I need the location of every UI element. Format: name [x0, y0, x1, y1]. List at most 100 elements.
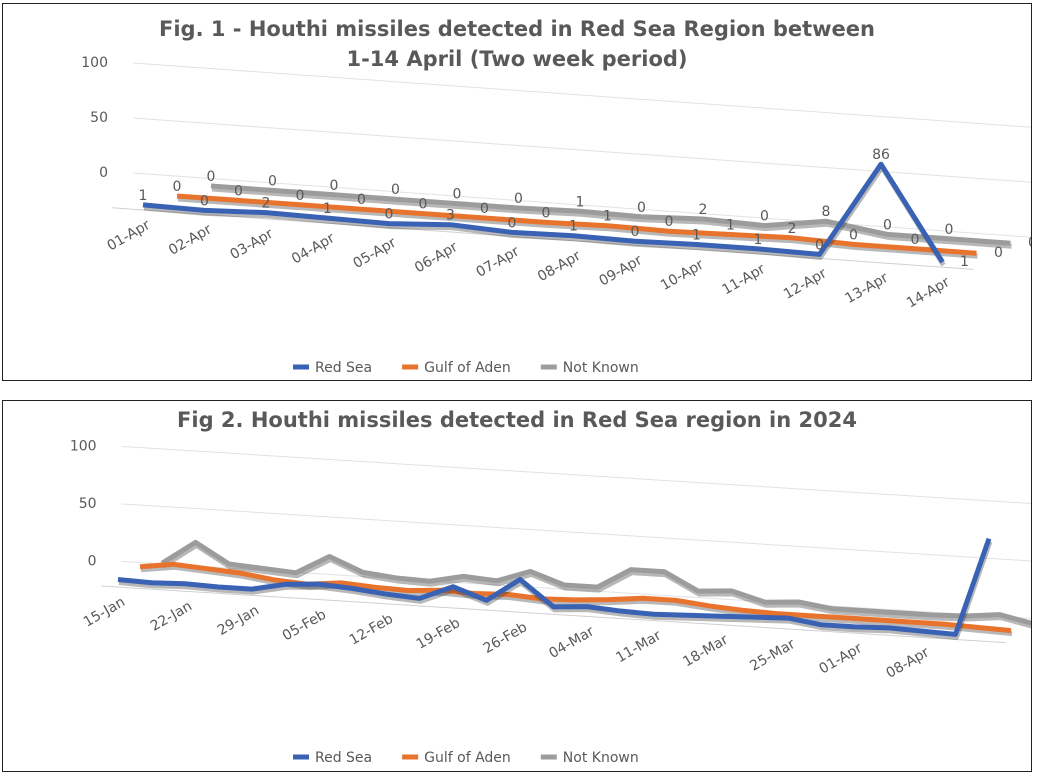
x-tick-label: 06-Apr	[412, 239, 461, 276]
data-label: 0	[419, 197, 428, 213]
grid-line	[121, 503, 1031, 562]
x-tick-label: 14-Apr	[904, 274, 953, 311]
grid-line	[121, 445, 1031, 504]
data-label: 2	[788, 221, 797, 237]
x-tick-label: 12-Apr	[781, 265, 830, 302]
data-label: 0	[234, 183, 243, 199]
data-label: 0	[542, 205, 551, 221]
data-label: 1	[139, 188, 148, 204]
data-label: 0	[330, 178, 339, 194]
x-tick-label: 05-Apr	[350, 235, 399, 272]
data-label: 1	[754, 232, 763, 248]
data-label: 0	[994, 245, 1003, 261]
line	[176, 193, 977, 256]
data-label: 86	[872, 147, 890, 163]
x-tick-label: 29-Jan	[215, 602, 262, 638]
line	[117, 537, 992, 637]
x-tick-label: 08-Apr	[535, 248, 584, 285]
data-label: 0	[514, 191, 523, 207]
data-label: 2	[262, 196, 271, 212]
y-tick-label: 50	[90, 110, 108, 126]
x-tick-label: 04-Apr	[289, 230, 338, 267]
x-tick-label: 08-Apr	[883, 644, 932, 681]
x-tick-label: 09-Apr	[596, 252, 645, 289]
data-label: 0	[357, 192, 366, 208]
data-label: 0	[385, 207, 394, 223]
y-tick-label: 0	[88, 553, 97, 569]
x-tick-label: 04-Mar	[546, 623, 597, 662]
x-tick-label: 05-Feb	[280, 607, 329, 645]
data-label: 0	[453, 187, 462, 203]
y-tick-label: 50	[79, 496, 97, 512]
data-label: 2	[699, 202, 708, 218]
data-label: 0	[200, 193, 209, 209]
legend-label: Not Known	[563, 360, 639, 376]
x-tick-label: 22-Jan	[148, 598, 195, 634]
data-label: 0	[207, 169, 216, 185]
legend-label: Not Known	[563, 750, 639, 766]
x-tick-label: 01-Apr	[104, 217, 153, 254]
x-tick-label: 26-Feb	[481, 619, 530, 657]
data-label: 0	[391, 182, 400, 198]
data-label: 0	[508, 215, 517, 231]
data-label: 0	[665, 214, 674, 230]
line-shadow	[177, 196, 978, 259]
data-label: 0	[296, 188, 305, 204]
data-label: 0	[911, 232, 920, 248]
data-label: 1	[323, 201, 332, 217]
x-tick-label: 19-Feb	[414, 615, 463, 653]
data-label: 1	[960, 254, 969, 270]
chart-panel: 0 50 100 15-Jan 22-Jan 29-Jan 05-Feb 12-Feb 19-F…	[2, 400, 1032, 772]
data-label: 0	[945, 222, 954, 238]
data-label: 0	[1028, 235, 1031, 251]
data-label: 8	[822, 204, 831, 220]
data-label: 0	[760, 209, 769, 225]
line	[160, 539, 1031, 626]
x-tick-label: 25-Mar	[747, 636, 798, 675]
data-label: 0	[883, 217, 892, 233]
x-tick-label: 12-Feb	[347, 611, 396, 649]
grid-line	[132, 117, 1031, 183]
y-tick-label: 100	[70, 438, 97, 454]
x-tick-label: 15-Jan	[81, 594, 128, 630]
line	[210, 183, 1011, 246]
data-label: 0	[631, 224, 640, 240]
data-label: 0	[268, 173, 277, 189]
x-tick-label: 03-Apr	[227, 226, 276, 263]
legend-label: Red Sea	[315, 750, 372, 766]
chart: 0 50 100 15-Jan 22-Jan 29-Jan 05-Feb 12-Feb 19-F…	[70, 438, 1031, 766]
chart-title: Fig. 1 - Houthi missiles detected in Red…	[159, 17, 875, 71]
legend-label: Gulf of Aden	[424, 360, 511, 376]
data-label: 1	[603, 209, 612, 225]
line-shadow	[143, 164, 946, 267]
x-axis	[112, 207, 974, 270]
line-shadow	[211, 186, 1012, 249]
line	[139, 561, 1012, 634]
legend-label: Gulf of Aden	[424, 750, 511, 766]
legend-label: Red Sea	[315, 360, 372, 376]
y-tick-label: 0	[99, 165, 108, 181]
x-tick-label: 01-Apr	[816, 640, 865, 677]
data-label: 1	[726, 218, 735, 234]
grid-line	[132, 172, 1031, 238]
chart-panel: 0 50 100 01-Apr 02-Apr 03-Apr 04-Apr 05-Apr 06-A…	[2, 3, 1032, 381]
x-axis	[101, 585, 1006, 644]
x-tick-label: 18-Mar	[680, 632, 731, 671]
data-label: 1	[569, 219, 578, 235]
chart-title: Fig 2. Houthi missiles detected in Red S…	[177, 408, 857, 432]
data-label: 0	[637, 200, 646, 216]
data-label: 1	[692, 228, 701, 244]
data-label: 0	[815, 237, 824, 253]
y-tick-label: 100	[81, 55, 108, 71]
x-tick-label: 11-Apr	[719, 261, 768, 298]
x-tick-label: 10-Apr	[658, 257, 707, 294]
x-tick-label: 07-Apr	[473, 243, 522, 280]
data-label: 0	[849, 227, 858, 243]
x-tick-label: 13-Apr	[842, 270, 891, 307]
data-label: 3	[446, 208, 455, 224]
data-label: 1	[576, 194, 585, 210]
line	[142, 161, 945, 264]
data-label: 0	[480, 201, 489, 217]
